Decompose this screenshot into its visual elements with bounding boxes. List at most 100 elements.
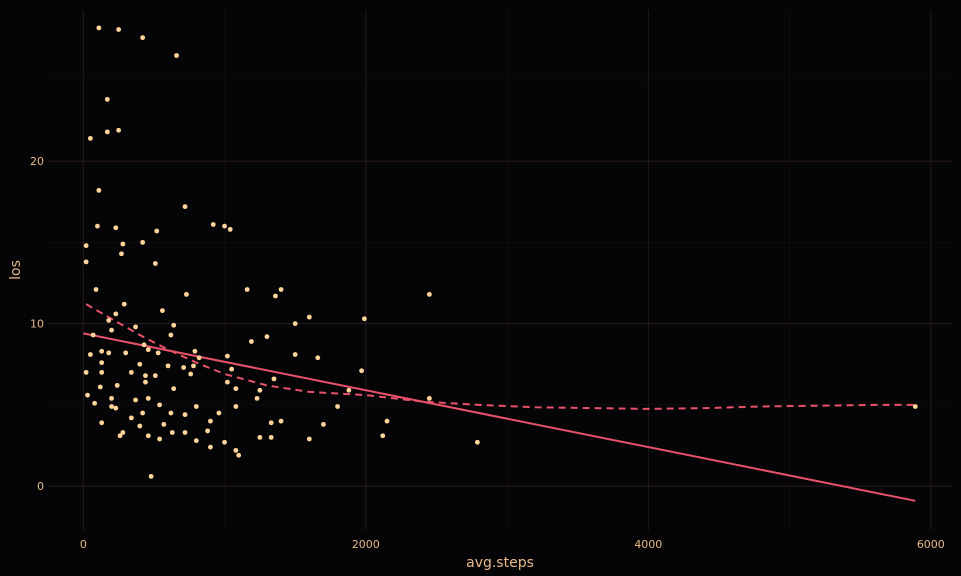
- data-point: [193, 404, 199, 409]
- x-axis-title: avg.steps: [466, 555, 534, 571]
- data-point: [90, 332, 96, 338]
- linear-fit-line: [83, 332, 916, 502]
- data-point: [233, 386, 239, 392]
- data-point: [268, 420, 274, 426]
- data-point: [278, 418, 284, 424]
- data-point: [315, 355, 321, 361]
- data-point: [152, 261, 158, 266]
- data-point: [306, 436, 312, 442]
- x-tick-label: 0: [80, 538, 87, 551]
- data-point: [157, 436, 162, 442]
- data-point: [193, 438, 199, 444]
- data-point: [87, 352, 93, 357]
- data-point: [137, 423, 143, 429]
- data-point: [249, 339, 254, 344]
- x-tick-label: 4000: [634, 538, 662, 551]
- data-point: [83, 243, 89, 249]
- data-point: [233, 404, 239, 409]
- data-point: [224, 379, 230, 385]
- data-point: [196, 355, 202, 361]
- data-point: [113, 405, 119, 411]
- y-tick-label: 10: [30, 318, 44, 331]
- data-point: [157, 402, 162, 408]
- data-point: [321, 421, 326, 427]
- data-point: [257, 434, 263, 440]
- data-point: [128, 415, 134, 421]
- y-tick-label: 0: [37, 480, 44, 493]
- data-point: [184, 291, 189, 297]
- data-point: [188, 371, 194, 377]
- data-point: [123, 350, 129, 356]
- data-point: [117, 433, 123, 439]
- data-point: [119, 251, 124, 257]
- data-point: [109, 395, 114, 401]
- data-point: [93, 287, 99, 292]
- data-point: [169, 430, 175, 435]
- data-point: [104, 129, 110, 135]
- data-point: [109, 327, 114, 333]
- data-point: [152, 373, 158, 379]
- data-point: [244, 287, 250, 292]
- data-point: [210, 222, 216, 227]
- data-point: [384, 418, 390, 424]
- data-point: [171, 386, 177, 392]
- data-point: [85, 392, 90, 398]
- data-point: [83, 259, 89, 265]
- data-point: [140, 239, 146, 245]
- data-point: [104, 96, 110, 102]
- data-point: [233, 447, 239, 453]
- data-point: [181, 365, 187, 370]
- data-point: [168, 332, 174, 338]
- data-point: [205, 428, 211, 434]
- data-point: [292, 352, 298, 357]
- data-point: [227, 226, 233, 232]
- data-point: [359, 368, 364, 374]
- data-point: [306, 314, 312, 320]
- data-point: [141, 342, 147, 348]
- data-point: [229, 366, 235, 372]
- data-point: [168, 410, 174, 416]
- data-point: [99, 369, 105, 375]
- data-point: [120, 241, 126, 247]
- data-point: [160, 308, 165, 314]
- data-point: [271, 376, 277, 382]
- data-point: [165, 363, 171, 369]
- data-point: [426, 291, 432, 297]
- data-point: [113, 225, 119, 231]
- data-point: [143, 373, 148, 379]
- data-point: [155, 350, 161, 356]
- data-point: [87, 135, 93, 141]
- data-point: [106, 350, 112, 356]
- data-point: [222, 223, 227, 229]
- data-point: [96, 25, 102, 31]
- data-point: [116, 127, 122, 133]
- x-axis-ticks: 0 2000 4000 6000: [80, 538, 945, 551]
- data-point: [154, 228, 160, 234]
- data-point: [171, 322, 177, 328]
- data-point: [426, 395, 432, 401]
- data-point: [191, 363, 196, 369]
- data-point: [222, 439, 227, 445]
- data-point: [208, 444, 213, 450]
- y-axis-title: los: [8, 260, 24, 280]
- data-point: [161, 421, 167, 427]
- data-point: [120, 430, 126, 435]
- data-point: [148, 473, 154, 479]
- data-point: [335, 404, 340, 409]
- data-point: [137, 361, 143, 367]
- data-point: [106, 317, 112, 323]
- data-point: [140, 35, 146, 41]
- data-point: [99, 360, 105, 366]
- data-point: [254, 395, 260, 401]
- data-point: [182, 430, 188, 435]
- data-point: [273, 293, 278, 299]
- data-point: [83, 369, 89, 375]
- x-tick-label: 6000: [917, 538, 945, 551]
- data-point: [116, 27, 122, 32]
- data-point: [121, 301, 127, 307]
- data-point: [145, 347, 151, 353]
- data-point: [278, 287, 284, 292]
- data-point: [346, 387, 352, 393]
- data-point: [268, 434, 274, 440]
